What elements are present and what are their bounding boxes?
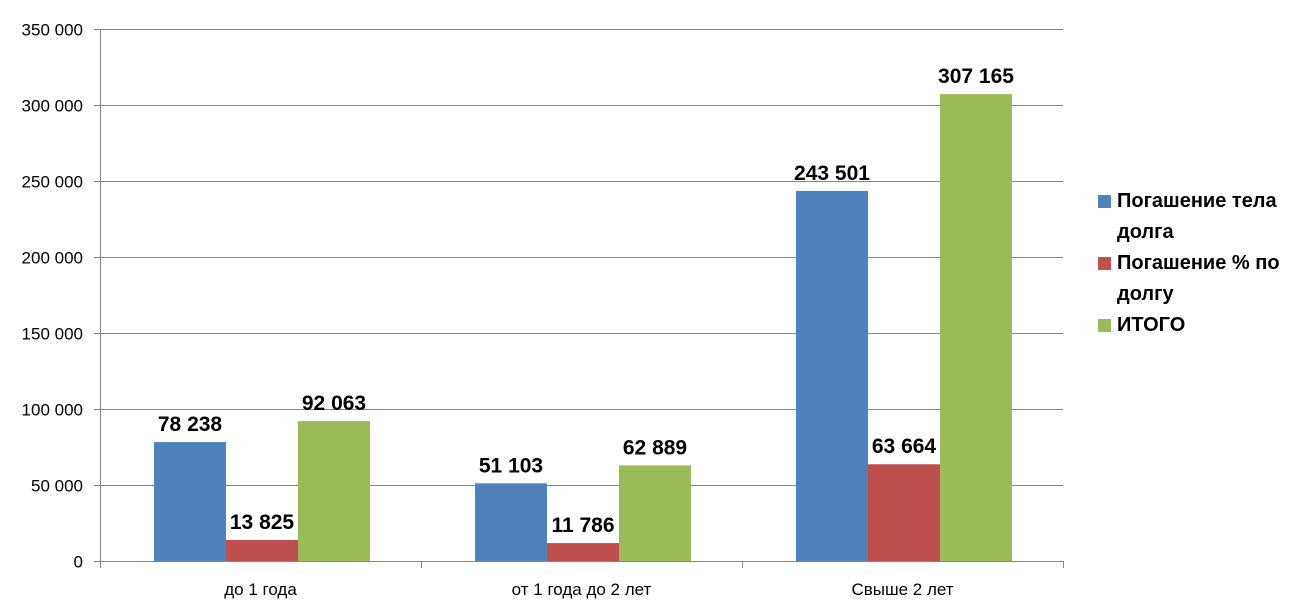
data-label: 13 825 — [230, 511, 295, 534]
gridlines — [100, 29, 1063, 486]
y-tick-label: 0 — [74, 553, 83, 572]
legend-label-principal: Погашение тела долга — [1117, 190, 1277, 243]
bar — [868, 464, 940, 561]
y-tick-label: 150 000 — [22, 325, 83, 344]
data-label: 63 664 — [872, 435, 937, 458]
legend-label-total: ИТОГО — [1117, 314, 1186, 336]
y-tick-label: 350 000 — [22, 21, 83, 40]
x-tick-label: от 1 года до 2 лет — [512, 580, 652, 599]
data-label: 307 165 — [938, 65, 1014, 88]
legend: Погашение тела долга Погашение % по долг… — [1098, 186, 1303, 341]
y-tick-label: 250 000 — [22, 173, 83, 192]
x-tick-label: до 1 года — [224, 580, 297, 599]
x-tick-label: Свыше 2 лет — [851, 580, 953, 599]
data-label: 78 238 — [158, 413, 223, 436]
bar — [796, 190, 868, 561]
legend-item-interest: Погашение % по долгу — [1098, 248, 1303, 310]
bar — [475, 483, 547, 561]
data-label: 92 063 — [302, 392, 366, 415]
y-axis: 0 50 000 100 000 150 000 200 000 250 000 300 0… — [22, 21, 101, 572]
legend-item-total: ИТОГО — [1098, 310, 1303, 341]
bar — [619, 465, 691, 561]
legend-swatch-total — [1098, 319, 1111, 332]
x-axis: до 1 года от 1 года до 2 лет Свыше 2 лет — [100, 561, 1064, 599]
bars — [154, 94, 1012, 562]
data-label: 51 103 — [479, 454, 543, 477]
y-tick-label: 300 000 — [22, 97, 83, 116]
data-labels: 78 238 13 825 92 063 51 103 11 786 62 889 243 … — [158, 65, 1014, 537]
data-label: 11 786 — [551, 514, 614, 537]
bar — [547, 543, 619, 561]
bar — [940, 94, 1012, 562]
y-tick-label: 100 000 — [22, 401, 83, 420]
data-label: 62 889 — [623, 436, 687, 459]
legend-swatch-principal — [1098, 195, 1111, 208]
legend-swatch-interest — [1098, 257, 1111, 270]
y-tick-label: 200 000 — [22, 249, 83, 268]
y-tick-label: 50 000 — [31, 477, 83, 496]
legend-item-principal: Погашение тела долга — [1098, 186, 1303, 248]
legend-label-interest: Погашение % по долгу — [1117, 252, 1280, 305]
bar — [298, 421, 370, 561]
data-label: 243 501 — [794, 162, 870, 185]
bar — [226, 539, 298, 561]
bar — [154, 442, 226, 561]
